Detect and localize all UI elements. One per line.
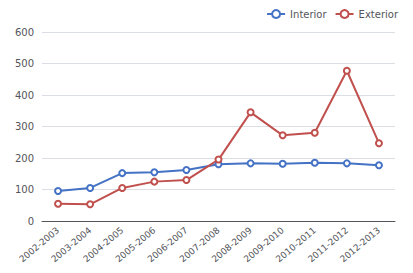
svg-text:500: 500 [15,58,34,69]
svg-text:2005-2006: 2005-2006 [113,225,158,265]
svg-text:200: 200 [15,153,34,164]
svg-text:2007-2008: 2007-2008 [177,225,222,265]
svg-text:Interior: Interior [290,9,327,20]
svg-text:2006-2007: 2006-2007 [145,225,190,265]
svg-text:2010-2011: 2010-2011 [274,225,318,265]
svg-text:2003-2004: 2003-2004 [49,225,94,265]
svg-text:600: 600 [15,27,34,38]
svg-text:2004-2005: 2004-2005 [81,225,126,265]
svg-text:2008-2009: 2008-2009 [209,225,254,265]
svg-text:0: 0 [28,216,34,227]
svg-text:2011-2012: 2011-2012 [306,225,351,265]
svg-text:100: 100 [15,184,34,195]
svg-text:Exterior: Exterior [359,9,399,20]
svg-text:400: 400 [15,90,34,101]
svg-text:300: 300 [15,121,34,132]
svg-text:2002-2003: 2002-2003 [17,225,62,265]
svg-text:2009-2010: 2009-2010 [241,225,286,265]
svg-text:2012-2013: 2012-2013 [338,225,382,264]
